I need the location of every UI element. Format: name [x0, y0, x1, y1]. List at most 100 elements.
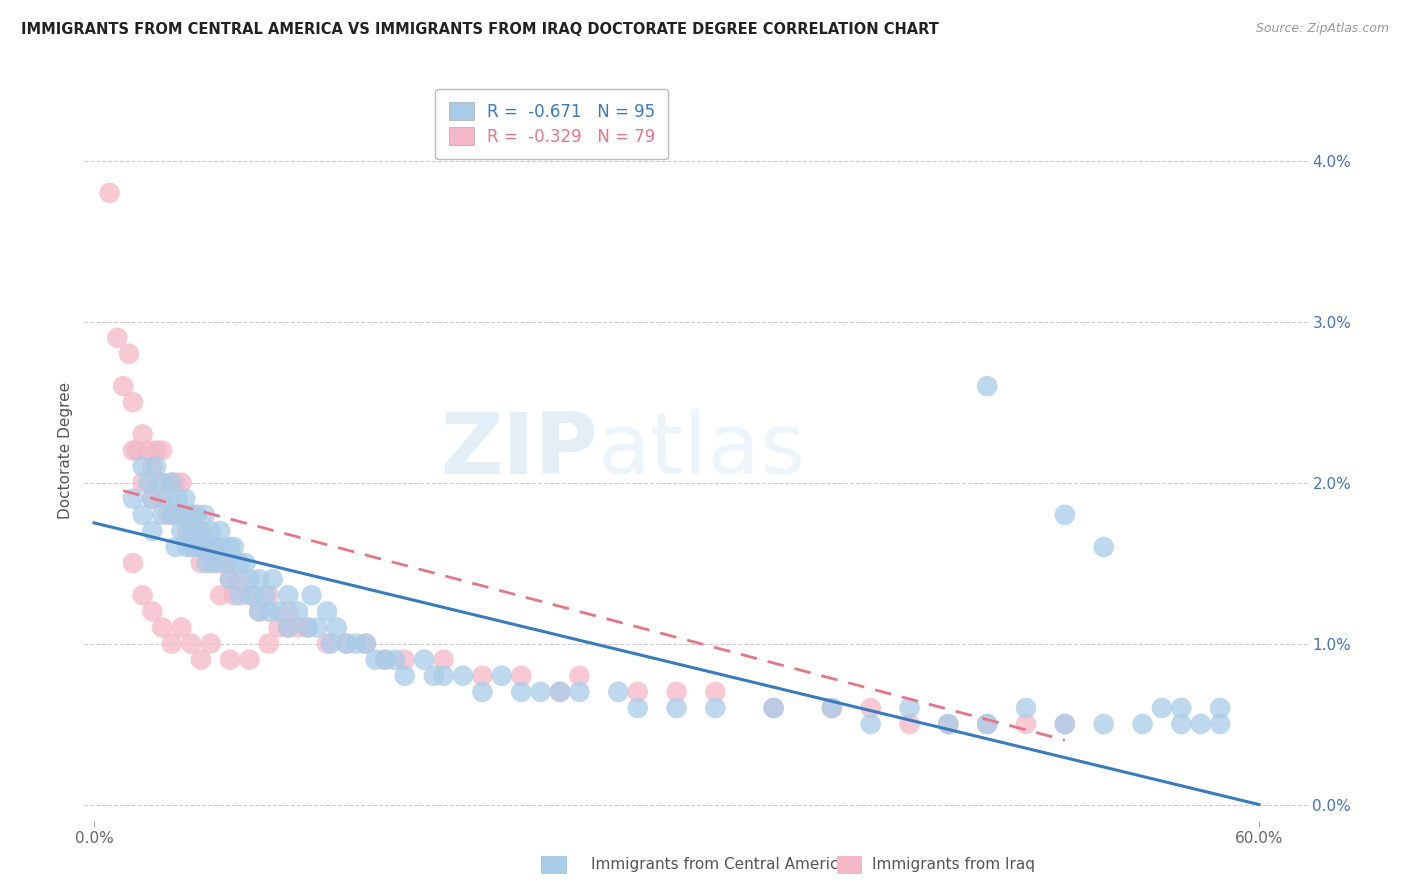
- Y-axis label: Doctorate Degree: Doctorate Degree: [58, 382, 73, 519]
- Point: [665, 685, 688, 699]
- Point: [530, 685, 553, 699]
- Point: [122, 395, 145, 409]
- Point: [335, 637, 357, 651]
- Point: [432, 669, 454, 683]
- Point: [1092, 540, 1115, 554]
- Point: [170, 508, 193, 522]
- Point: [1015, 701, 1038, 715]
- Point: [98, 186, 121, 200]
- Point: [1209, 701, 1232, 715]
- Point: [141, 604, 163, 618]
- Point: [150, 508, 173, 522]
- Point: [166, 491, 188, 506]
- Point: [131, 508, 153, 522]
- Point: [1209, 717, 1232, 731]
- Point: [510, 685, 533, 699]
- Point: [548, 685, 571, 699]
- Point: [267, 620, 290, 634]
- Point: [131, 588, 153, 602]
- Point: [138, 443, 160, 458]
- Point: [257, 588, 280, 602]
- Point: [138, 475, 160, 490]
- Point: [190, 653, 212, 667]
- Point: [176, 524, 198, 538]
- Point: [204, 540, 226, 554]
- Point: [762, 701, 785, 715]
- Point: [180, 637, 202, 651]
- Point: [607, 685, 630, 699]
- Point: [297, 620, 319, 634]
- Point: [335, 637, 357, 651]
- Point: [170, 524, 193, 538]
- Point: [326, 620, 349, 634]
- Point: [215, 556, 238, 570]
- Point: [394, 653, 416, 667]
- Point: [627, 701, 650, 715]
- Point: [1170, 701, 1192, 715]
- Point: [287, 620, 309, 634]
- Point: [180, 524, 202, 538]
- Point: [184, 540, 207, 554]
- Point: [125, 443, 148, 458]
- Point: [170, 508, 193, 522]
- Point: [384, 653, 406, 667]
- Point: [374, 653, 396, 667]
- Point: [316, 637, 339, 651]
- Point: [354, 637, 377, 651]
- Point: [1053, 717, 1076, 731]
- Point: [190, 524, 212, 538]
- Point: [131, 427, 153, 442]
- Point: [432, 653, 454, 667]
- Point: [898, 701, 921, 715]
- Point: [471, 685, 494, 699]
- Point: [1132, 717, 1154, 731]
- Point: [209, 588, 232, 602]
- Point: [195, 556, 218, 570]
- Text: Immigrants from Iraq: Immigrants from Iraq: [872, 857, 1035, 872]
- Point: [200, 524, 222, 538]
- Point: [150, 620, 173, 634]
- Point: [200, 556, 222, 570]
- Point: [131, 459, 153, 474]
- Point: [165, 540, 187, 554]
- Point: [141, 491, 163, 506]
- Point: [180, 540, 202, 554]
- Point: [238, 572, 260, 586]
- Point: [277, 588, 299, 602]
- Point: [150, 443, 173, 458]
- Point: [204, 556, 226, 570]
- Point: [165, 475, 187, 490]
- Point: [219, 572, 242, 586]
- Point: [423, 669, 446, 683]
- Point: [219, 540, 242, 554]
- Point: [938, 717, 960, 731]
- Point: [277, 620, 299, 634]
- Point: [262, 572, 284, 586]
- Point: [131, 475, 153, 490]
- Point: [491, 669, 513, 683]
- Point: [105, 331, 128, 345]
- Point: [145, 443, 167, 458]
- Legend: R =  -0.671   N = 95, R =  -0.329   N = 79: R = -0.671 N = 95, R = -0.329 N = 79: [436, 88, 668, 160]
- Point: [253, 588, 276, 602]
- Point: [146, 475, 169, 490]
- Point: [160, 637, 183, 651]
- Point: [354, 637, 377, 651]
- Text: ZIP: ZIP: [440, 409, 598, 492]
- Point: [150, 475, 173, 490]
- Point: [209, 556, 232, 570]
- Point: [1189, 717, 1212, 731]
- Point: [180, 508, 202, 522]
- Point: [156, 508, 179, 522]
- Point: [180, 508, 202, 522]
- Point: [156, 491, 179, 506]
- Point: [976, 379, 998, 393]
- Point: [1015, 717, 1038, 731]
- Point: [548, 685, 571, 699]
- Point: [704, 701, 727, 715]
- Point: [190, 556, 212, 570]
- Point: [1150, 701, 1173, 715]
- Point: [150, 491, 173, 506]
- Point: [176, 540, 198, 554]
- Point: [112, 379, 135, 393]
